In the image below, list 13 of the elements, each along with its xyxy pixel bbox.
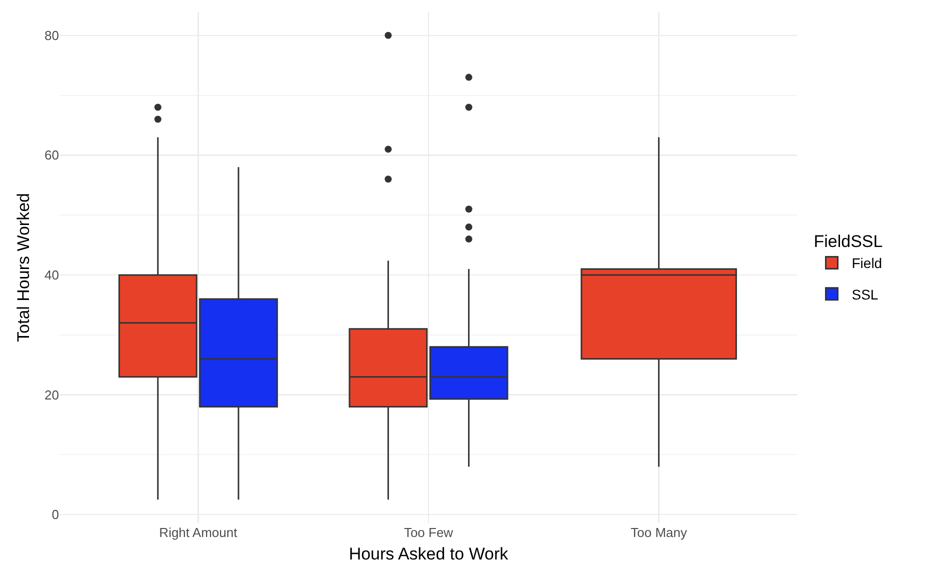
y-axis-title: Total Hours Worked (14, 193, 34, 342)
x-tick-label: Right Amount (159, 525, 238, 540)
x-tick-label: Too Many (630, 525, 688, 540)
y-tick-label: 0 (52, 507, 59, 522)
y-tick-label: 20 (44, 387, 59, 402)
y-tick-label: 80 (44, 28, 59, 43)
legend-label: Field (852, 255, 882, 272)
x-axis-title: Hours Asked to Work (348, 544, 509, 564)
y-tick-label: 40 (44, 268, 59, 283)
x-tick-label: Too Few (404, 525, 454, 540)
legend-title: FieldSSL (814, 232, 883, 252)
y-tick-label: 60 (44, 148, 59, 163)
legend-label: SSL (852, 286, 878, 302)
